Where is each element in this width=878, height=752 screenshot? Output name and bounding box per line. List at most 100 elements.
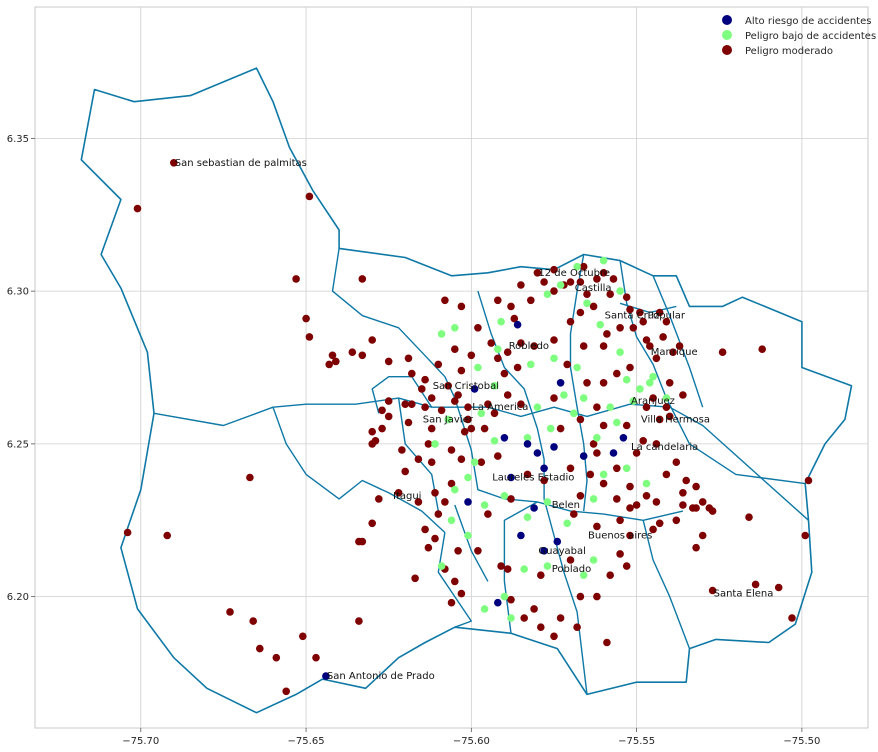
point-moderado-110 xyxy=(593,522,601,531)
boundary-internal-16 xyxy=(454,504,489,582)
point-moderado-39 xyxy=(282,687,291,696)
point-moderado-27 xyxy=(411,574,419,583)
point-moderado-182 xyxy=(497,562,505,570)
point-bajo-45 xyxy=(507,614,515,622)
point-moderado-136 xyxy=(503,391,512,399)
point-moderado-153 xyxy=(804,476,813,485)
point-moderado-200 xyxy=(662,403,671,412)
point-moderado-198 xyxy=(613,369,621,378)
point-moderado-71 xyxy=(527,296,535,305)
point-moderado-160 xyxy=(692,543,700,552)
point-moderado-54 xyxy=(451,397,459,405)
point-bajo-14 xyxy=(579,394,588,402)
point-moderado-191 xyxy=(566,317,575,326)
point-alto-4 xyxy=(533,449,542,457)
point-moderado-43 xyxy=(431,489,439,497)
place-label-19: Santa Elena xyxy=(714,589,774,600)
place-label-13: Laureles Estadio xyxy=(492,473,574,484)
point-moderado-18 xyxy=(398,446,406,454)
point-bajo-2 xyxy=(543,290,552,299)
legend-item-moderado: Peligro moderado xyxy=(722,45,833,57)
y-tick-label-0: 6.20 xyxy=(7,592,29,603)
point-moderado-83 xyxy=(629,324,638,332)
point-moderado-220 xyxy=(507,302,515,311)
point-moderado-59 xyxy=(447,446,456,454)
point-moderado-65 xyxy=(467,351,476,360)
point-moderado-130 xyxy=(599,379,608,387)
point-moderado-148 xyxy=(573,623,581,631)
point-bajo-48 xyxy=(437,330,446,338)
point-moderado-48 xyxy=(451,345,459,354)
point-alto-18 xyxy=(322,672,330,680)
point-moderado-22 xyxy=(368,519,377,528)
point-moderado-178 xyxy=(384,397,393,405)
point-moderado-86 xyxy=(652,354,661,363)
point-bajo-47 xyxy=(579,571,588,579)
point-bajo-39 xyxy=(520,565,528,573)
point-moderado-35 xyxy=(272,653,281,662)
point-moderado-149 xyxy=(603,638,611,647)
boundary-internal-2 xyxy=(272,406,446,534)
point-moderado-142 xyxy=(404,418,413,427)
point-moderado-34 xyxy=(255,644,264,653)
point-moderado-121 xyxy=(537,623,545,631)
point-bajo-17 xyxy=(444,415,453,424)
point-moderado-92 xyxy=(655,415,664,424)
point-moderado-115 xyxy=(606,571,614,579)
point-moderado-17 xyxy=(378,406,386,415)
point-moderado-67 xyxy=(503,348,512,357)
point-bajo-25 xyxy=(622,464,631,473)
point-moderado-81 xyxy=(622,293,631,302)
y-tick-label-3: 6.35 xyxy=(7,134,29,145)
point-moderado-132 xyxy=(563,360,571,369)
point-moderado-167 xyxy=(662,470,671,479)
point-moderado-216 xyxy=(593,275,601,283)
point-bajo-41 xyxy=(589,556,598,564)
point-moderado-37 xyxy=(163,531,171,540)
point-moderado-94 xyxy=(652,440,661,448)
point-bajo-7 xyxy=(451,324,459,332)
point-moderado-176 xyxy=(454,391,462,399)
legend-item-alto: Alto riesgo de accidentes xyxy=(722,15,871,27)
point-bajo-54 xyxy=(616,348,624,357)
x-tick-label-4: −75.50 xyxy=(783,736,820,747)
point-moderado-211 xyxy=(626,305,634,314)
point-moderado-169 xyxy=(523,470,532,479)
place-label-18: Poblado xyxy=(552,564,592,575)
point-bajo-15 xyxy=(533,403,542,412)
point-bajo-13 xyxy=(636,385,644,393)
point-alto-5 xyxy=(579,452,588,460)
place-label-4: Popular xyxy=(648,311,686,322)
point-moderado-66 xyxy=(487,339,496,347)
x-tick-label-3: −75.55 xyxy=(618,736,655,747)
point-moderado-193 xyxy=(576,308,585,317)
point-moderado-209 xyxy=(626,504,634,512)
point-moderado-219 xyxy=(494,296,502,305)
accident-points xyxy=(123,159,813,696)
place-label-20: San Antonio de Prado xyxy=(327,671,435,682)
boundary-internal-14 xyxy=(371,376,433,414)
place-label-9: Aranjuez xyxy=(631,396,675,407)
district-boundaries xyxy=(80,67,853,714)
point-moderado-106 xyxy=(599,479,608,488)
place-label-10: San Javier xyxy=(423,414,474,425)
point-bajo-10 xyxy=(550,354,558,363)
point-alto-11 xyxy=(507,473,515,482)
point-moderado-187 xyxy=(484,400,492,409)
point-bajo-33 xyxy=(480,501,489,509)
point-moderado-105 xyxy=(613,495,621,503)
point-moderado-145 xyxy=(368,427,377,436)
point-moderado-61 xyxy=(477,458,486,467)
point-bajo-52 xyxy=(606,403,614,412)
x-axis-ticks: −75.70 −75.65 −75.60 −75.55 −75.50 xyxy=(122,728,820,747)
point-moderado-122 xyxy=(520,614,528,622)
point-moderado-98 xyxy=(679,501,687,509)
point-moderado-146 xyxy=(447,598,456,607)
point-bajo-50 xyxy=(662,394,671,402)
point-alto-9 xyxy=(523,440,532,448)
y-tick-label-1: 6.25 xyxy=(7,439,29,450)
point-moderado-150 xyxy=(718,348,727,357)
boundary-internal-11 xyxy=(543,498,588,695)
place-label-5: Robledo xyxy=(509,341,549,352)
point-moderado-141 xyxy=(418,385,426,393)
